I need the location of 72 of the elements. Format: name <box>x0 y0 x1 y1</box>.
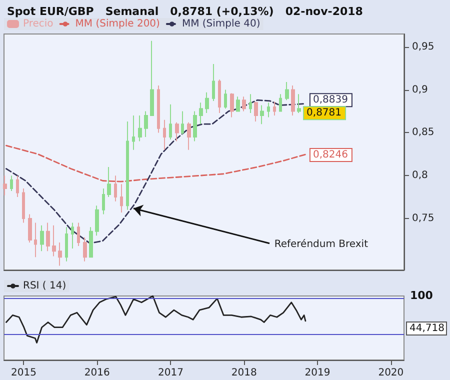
candlestick <box>46 222 50 252</box>
candlestick <box>34 222 37 258</box>
candlestick <box>71 222 74 250</box>
candlestick <box>291 84 295 116</box>
candlestick <box>267 102 270 118</box>
candlestick <box>132 115 135 150</box>
candlestick <box>279 94 282 112</box>
data-label: 0,8246 <box>312 149 348 160</box>
candlestick <box>218 78 221 114</box>
x-tick-label: 2020 <box>378 368 404 378</box>
candlestick <box>205 92 209 114</box>
line-series <box>6 144 306 182</box>
candlestick <box>273 101 276 116</box>
candlestick <box>230 92 234 118</box>
candlestick <box>58 242 62 266</box>
candlestick <box>297 94 301 114</box>
x-tick-label: 2019 <box>304 368 330 378</box>
candlestick <box>169 104 172 140</box>
candlestick <box>163 119 166 150</box>
y-tick-label: 0,9 <box>412 84 428 96</box>
candlestick <box>254 101 258 122</box>
candlestick <box>40 224 44 252</box>
candlestick <box>95 205 99 236</box>
y-tick-label: 0,75 <box>412 213 434 224</box>
candlestick <box>22 188 25 224</box>
candlestick <box>212 64 215 102</box>
legend-label: RSI ( 14) <box>23 280 66 292</box>
candlestick <box>3 175 7 196</box>
candlestick <box>16 175 19 198</box>
candlestick <box>260 104 264 125</box>
candlestick <box>126 121 129 210</box>
candlestick <box>187 122 191 150</box>
candlestick <box>28 214 32 244</box>
candlestick <box>89 226 93 258</box>
annotation: Referéndum Brexit <box>274 239 368 250</box>
candlestick <box>175 122 179 142</box>
candlestick <box>107 166 111 198</box>
candlestick <box>138 115 142 142</box>
text: 100 <box>410 289 434 302</box>
data-label: 0,8839 <box>312 94 348 106</box>
text: 0,8781 <box>306 108 342 119</box>
legend-label: MM (Simple 40) <box>182 18 260 30</box>
candlestick <box>10 175 13 192</box>
chart-title: Spot EUR/GBP Semanal 0,8781 (+0,13%) 02-nov-2018 <box>7 5 363 18</box>
candlestick <box>144 110 148 138</box>
candlestick <box>114 175 117 202</box>
candlestick <box>181 110 184 135</box>
x-tick-label: 2016 <box>84 368 110 378</box>
candlestick <box>77 222 80 246</box>
x-tick-label: 2017 <box>158 368 184 378</box>
y-tick-label: 0,95 <box>412 41 434 52</box>
candlestick <box>224 89 227 110</box>
x-tick-label: 2018 <box>231 368 257 378</box>
text: 44,718 <box>410 323 444 334</box>
candlestick <box>120 184 123 213</box>
y-tick-label: 0,8 <box>412 170 428 182</box>
candlestick <box>157 84 160 134</box>
x-tick-label: 2015 <box>10 368 36 378</box>
candlestick <box>199 102 203 125</box>
candlestick <box>285 82 289 101</box>
candlestick <box>193 110 197 142</box>
candlestick <box>65 226 68 262</box>
candlestick <box>236 96 240 112</box>
legend-label: Precio <box>23 18 54 30</box>
candlestick <box>102 188 105 215</box>
candlestick <box>83 236 87 262</box>
candlestick <box>242 96 246 112</box>
candlestick <box>52 224 56 257</box>
candlestick <box>150 40 154 116</box>
legend-label: MM (Simple 200) <box>75 18 160 30</box>
y-tick-label: 0,85 <box>412 127 434 138</box>
candlestick <box>249 94 252 114</box>
